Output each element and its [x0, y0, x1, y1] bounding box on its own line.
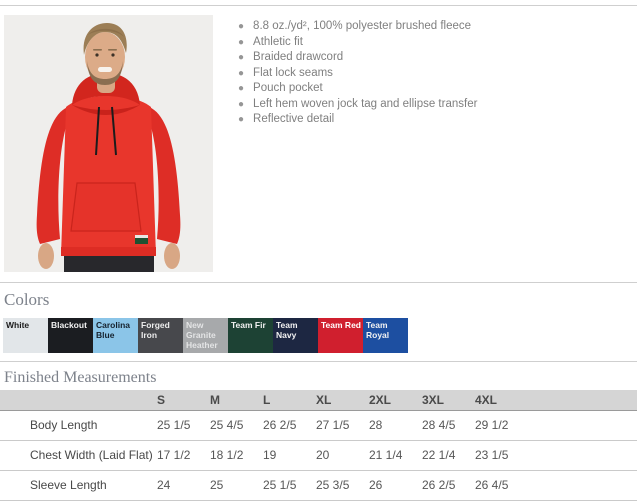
product-photo[interactable]	[4, 15, 213, 272]
swatch-label: Team Navy	[276, 320, 298, 340]
measurement-value: 29 1/2	[475, 410, 528, 441]
swatch-label: Team Fir	[231, 320, 266, 330]
feature-item: ● Reflective detail	[238, 112, 477, 128]
model-red-hoodie-image	[4, 15, 213, 272]
color-swatch-carolina-blue[interactable]: Carolina Blue	[93, 318, 138, 353]
size-header-row: S M L XL 2XL 3XL 4XL	[0, 390, 637, 411]
feature-text: Athletic fit	[253, 35, 303, 48]
color-swatch-forged-iron[interactable]: Forged Iron	[138, 318, 183, 353]
measurements-divider	[0, 361, 637, 362]
measurement-value: 26 2/5	[422, 470, 475, 501]
measurement-value: 27 1/5	[316, 410, 369, 441]
color-swatch-team-red[interactable]: Team Red	[318, 318, 363, 353]
measurement-value: 17 1/2	[157, 440, 210, 471]
feature-item: ● Braided drawcord	[238, 50, 477, 66]
feature-text: Braided drawcord	[253, 51, 344, 63]
swatch-label: Forged Iron	[141, 320, 170, 340]
color-swatches: White Blackout Carolina Blue Forged Iron…	[3, 318, 637, 353]
size-header-filler	[528, 390, 637, 411]
row-filler	[528, 440, 637, 471]
table-row-chest-width: Chest Width (Laid Flat) 17 1/2 18 1/2 19…	[0, 440, 637, 471]
measurement-value: 21 1/4	[369, 440, 422, 471]
bullet-icon: ●	[238, 52, 245, 63]
measurement-value: 25 1/5	[157, 410, 210, 441]
measurement-value: 25 1/5	[263, 470, 316, 501]
color-swatch-white[interactable]: White	[3, 318, 48, 353]
row-filler	[528, 470, 637, 501]
swatch-label: New Granite Heather	[186, 320, 218, 350]
row-label: Body Length	[0, 410, 157, 441]
color-swatch-team-fir[interactable]: Team Fir	[228, 318, 273, 353]
bullet-icon: ●	[238, 21, 245, 32]
swatch-label: White	[6, 320, 30, 330]
measurement-value: 25 3/5	[316, 470, 369, 501]
measurement-value: 22 1/4	[422, 440, 475, 471]
product-section: ● 8.8 oz./yd², 100% polyester brushed fle…	[4, 15, 637, 272]
size-header-l: L	[263, 390, 316, 411]
color-swatch-team-navy[interactable]: Team Navy	[273, 318, 318, 353]
feature-item: ● 8.8 oz./yd², 100% polyester brushed fle…	[238, 19, 477, 35]
table-row-body-length: Body Length 25 1/5 25 4/5 26 2/5 27 1/5 …	[0, 410, 637, 441]
size-header-m: M	[210, 390, 263, 411]
feature-item: ● Flat lock seams	[238, 66, 477, 82]
measurement-value: 28 4/5	[422, 410, 475, 441]
measurement-value: 26	[369, 470, 422, 501]
feature-text: Pouch pocket	[253, 82, 323, 94]
table-row-sleeve-length: Sleeve Length 24 25 25 1/5 25 3/5 26 26 …	[0, 470, 637, 501]
top-divider	[0, 5, 637, 6]
colors-heading: Colors	[4, 290, 50, 309]
measurements-heading: Finished Measurements	[4, 369, 157, 386]
bullet-icon: ●	[238, 83, 245, 94]
feature-text: Reflective detail	[253, 113, 335, 125]
colors-divider	[0, 282, 637, 283]
measurement-value: 18 1/2	[210, 440, 263, 471]
row-filler	[528, 410, 637, 441]
color-swatch-team-royal[interactable]: Team Royal	[363, 318, 408, 353]
bullet-icon: ●	[238, 36, 245, 48]
color-swatch-new-granite-heather[interactable]: New Granite Heather	[183, 318, 228, 353]
bullet-icon: ●	[238, 67, 245, 79]
measurements-table: S M L XL 2XL 3XL 4XL Body Length 25 1/5 …	[0, 390, 637, 501]
row-label: Sleeve Length	[0, 470, 157, 501]
feature-item: ● Pouch pocket	[238, 81, 477, 97]
swatch-label: Team Red	[321, 320, 361, 330]
swatch-label: Blackout	[51, 320, 87, 330]
size-header-3xl: 3XL	[422, 390, 475, 411]
measurement-value: 25 4/5	[210, 410, 263, 441]
bullet-icon: ●	[238, 114, 245, 125]
size-header-empty	[0, 390, 157, 411]
measurement-value: 24	[157, 470, 210, 501]
color-swatch-blackout[interactable]: Blackout	[48, 318, 93, 353]
size-header-xl: XL	[316, 390, 369, 411]
size-header-2xl: 2XL	[369, 390, 422, 411]
measurement-value: 19	[263, 440, 316, 471]
feature-text: Flat lock seams	[253, 66, 333, 79]
measurement-value: 25	[210, 470, 263, 501]
bullet-icon: ●	[238, 98, 245, 110]
swatch-label: Team Royal	[366, 320, 390, 340]
feature-item: ● Left hem woven jock tag and ellipse tra…	[238, 97, 477, 113]
feature-text: 8.8 oz./yd², 100% polyester brushed flee…	[253, 20, 472, 32]
size-header-4xl: 4XL	[475, 390, 528, 411]
row-label: Chest Width (Laid Flat)	[0, 440, 157, 471]
measurement-value: 23 1/5	[475, 440, 528, 471]
measurement-value: 26 2/5	[263, 410, 316, 441]
measurement-value: 26 4/5	[475, 470, 528, 501]
measurement-value: 28	[369, 410, 422, 441]
swatch-label: Carolina Blue	[96, 320, 131, 340]
feature-list: ● 8.8 oz./yd², 100% polyester brushed fle…	[238, 19, 477, 272]
feature-item: ● Athletic fit	[238, 35, 477, 51]
size-header-s: S	[157, 390, 210, 411]
measurement-value: 20	[316, 440, 369, 471]
feature-text: Left hem woven jock tag and ellipse tran…	[253, 97, 478, 110]
